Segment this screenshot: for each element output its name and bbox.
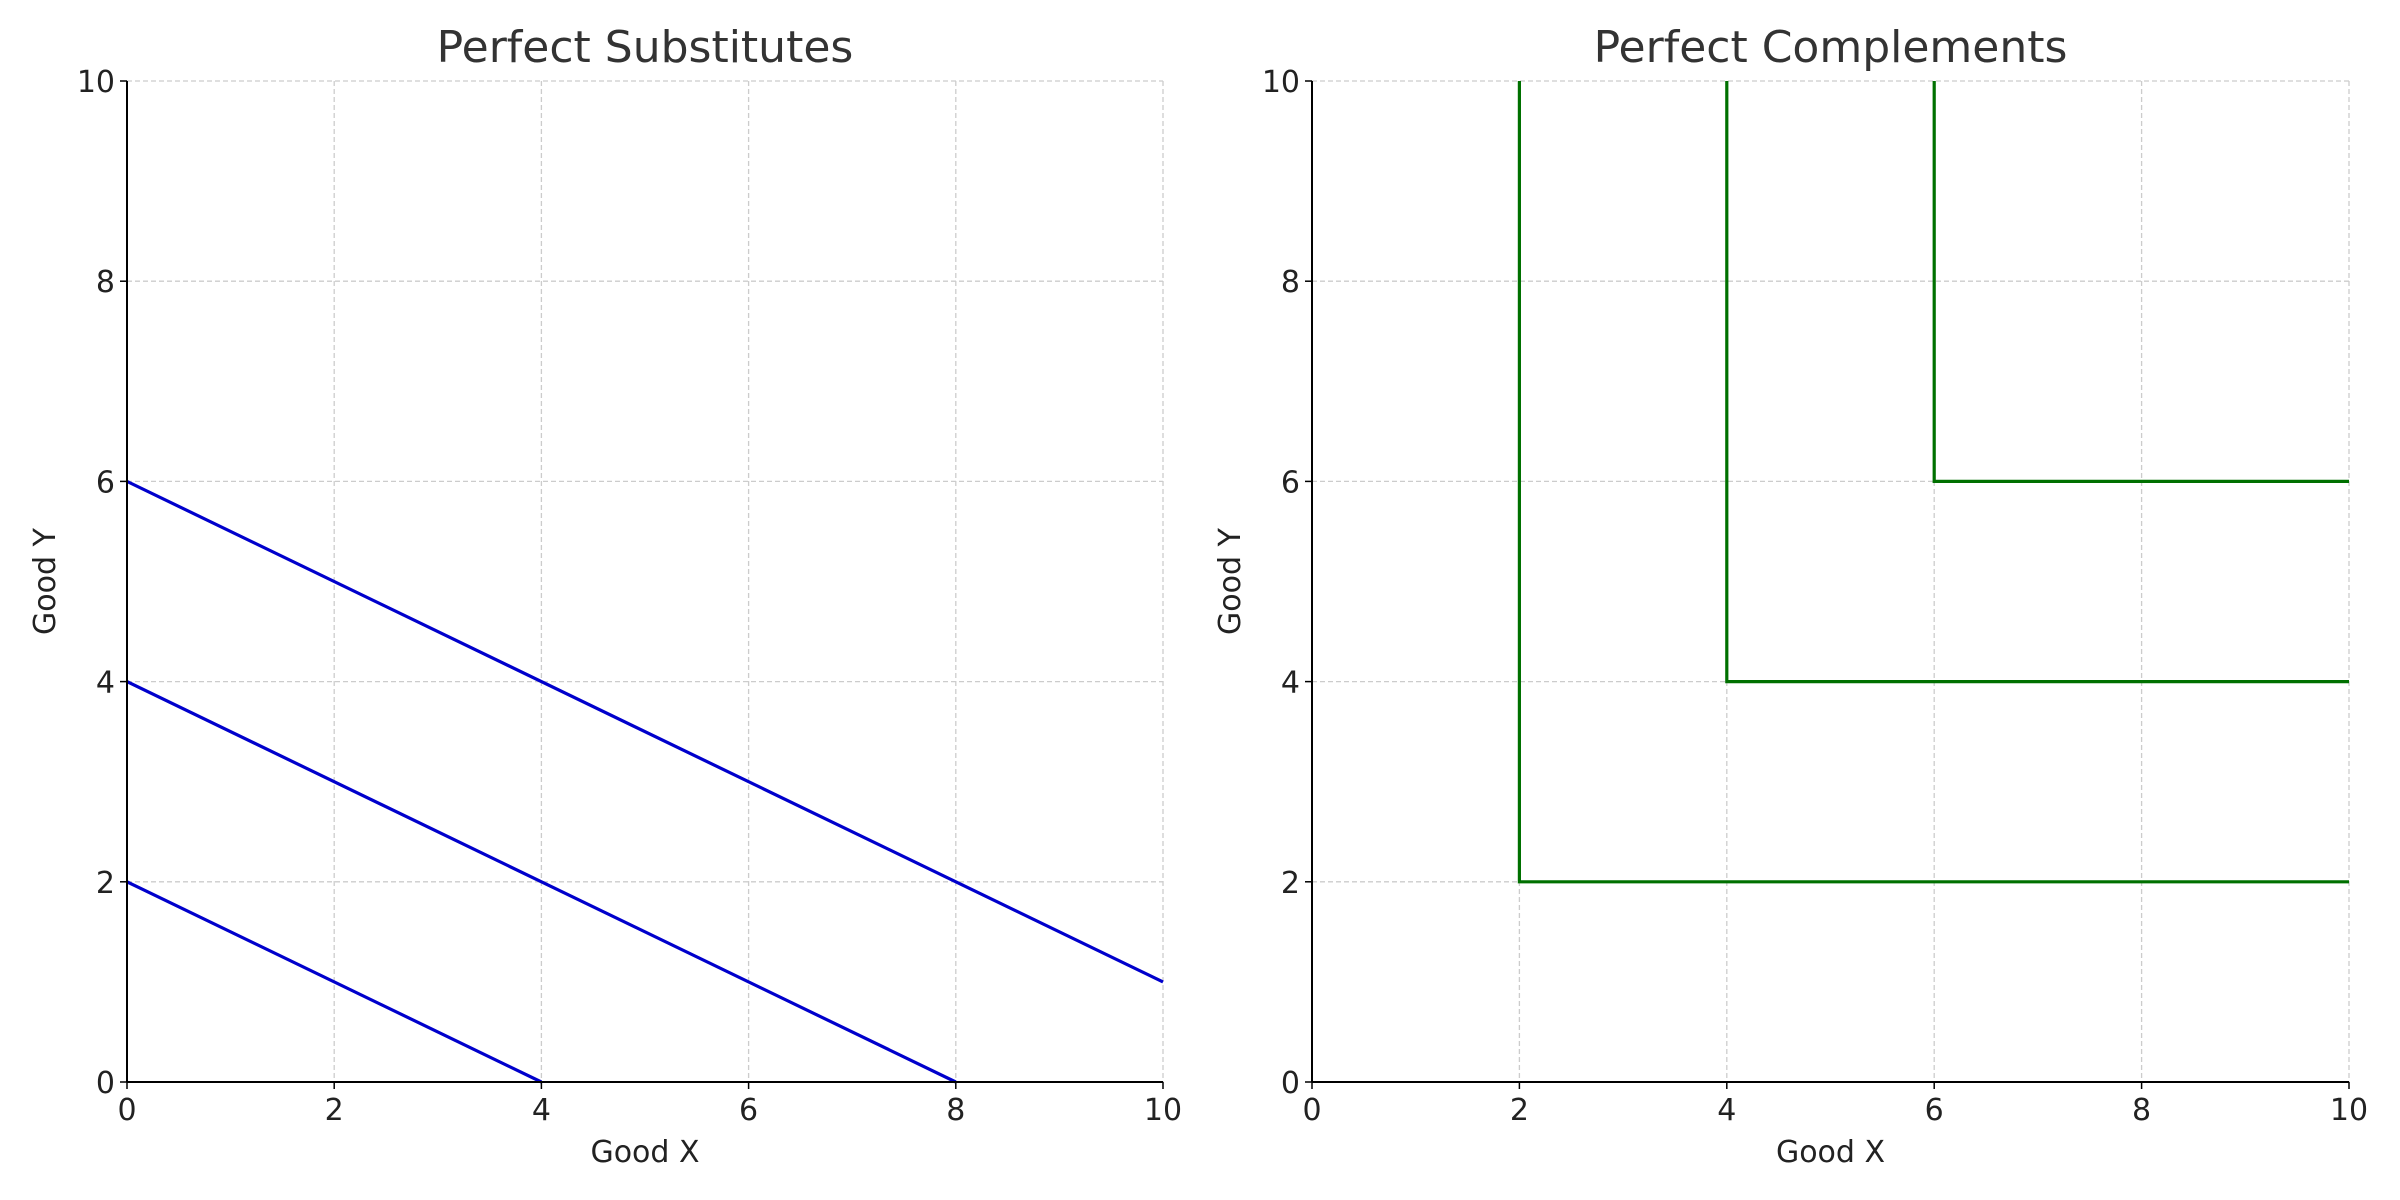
x-tick-label: 4 xyxy=(532,1093,551,1128)
x-axis-label: Good X xyxy=(590,1135,699,1170)
y-tick-label: 8 xyxy=(1281,265,1300,300)
y-tick-label: 6 xyxy=(96,465,115,500)
series-line xyxy=(126,680,957,1084)
y-tick-label: 6 xyxy=(1281,465,1300,500)
x-axis-label: Good X xyxy=(1776,1135,1885,1170)
series-line xyxy=(1725,81,2349,684)
x-tick-label: 10 xyxy=(1144,1093,1182,1128)
y-axis-label: Good Y xyxy=(28,527,63,635)
series-line xyxy=(126,479,1164,984)
x-tick-label: 0 xyxy=(117,1093,136,1128)
series-line xyxy=(1932,81,2349,483)
y-axis-label: Good Y xyxy=(1213,527,1248,635)
x-tick-label: 2 xyxy=(1510,1093,1529,1128)
x-tick-label: 2 xyxy=(325,1093,344,1128)
y-tick-label: 4 xyxy=(1281,666,1300,701)
series-line xyxy=(126,880,543,1084)
chart-title: Perfect Substitutes xyxy=(437,22,854,73)
y-tick-label: 8 xyxy=(96,265,115,300)
y-tick-label: 10 xyxy=(77,65,115,100)
y-tick-label: 2 xyxy=(1281,866,1300,901)
x-tick-label: 6 xyxy=(739,1093,758,1128)
y-tick-label: 10 xyxy=(1262,65,1300,100)
x-tick-label: 8 xyxy=(946,1093,965,1128)
x-tick-label: 6 xyxy=(1925,1093,1944,1128)
x-tick-label: 8 xyxy=(2132,1093,2151,1128)
y-tick-label: 2 xyxy=(96,866,115,901)
x-tick-label: 4 xyxy=(1717,1093,1736,1128)
chart-title: Perfect Complements xyxy=(1594,22,2068,73)
x-tick-label: 0 xyxy=(1302,1093,1321,1128)
series-line xyxy=(1517,81,2349,884)
y-tick-label: 0 xyxy=(1281,1066,1300,1101)
x-tick-label: 10 xyxy=(2330,1093,2368,1128)
y-tick-label: 4 xyxy=(96,666,115,701)
y-tick-label: 0 xyxy=(96,1066,115,1101)
